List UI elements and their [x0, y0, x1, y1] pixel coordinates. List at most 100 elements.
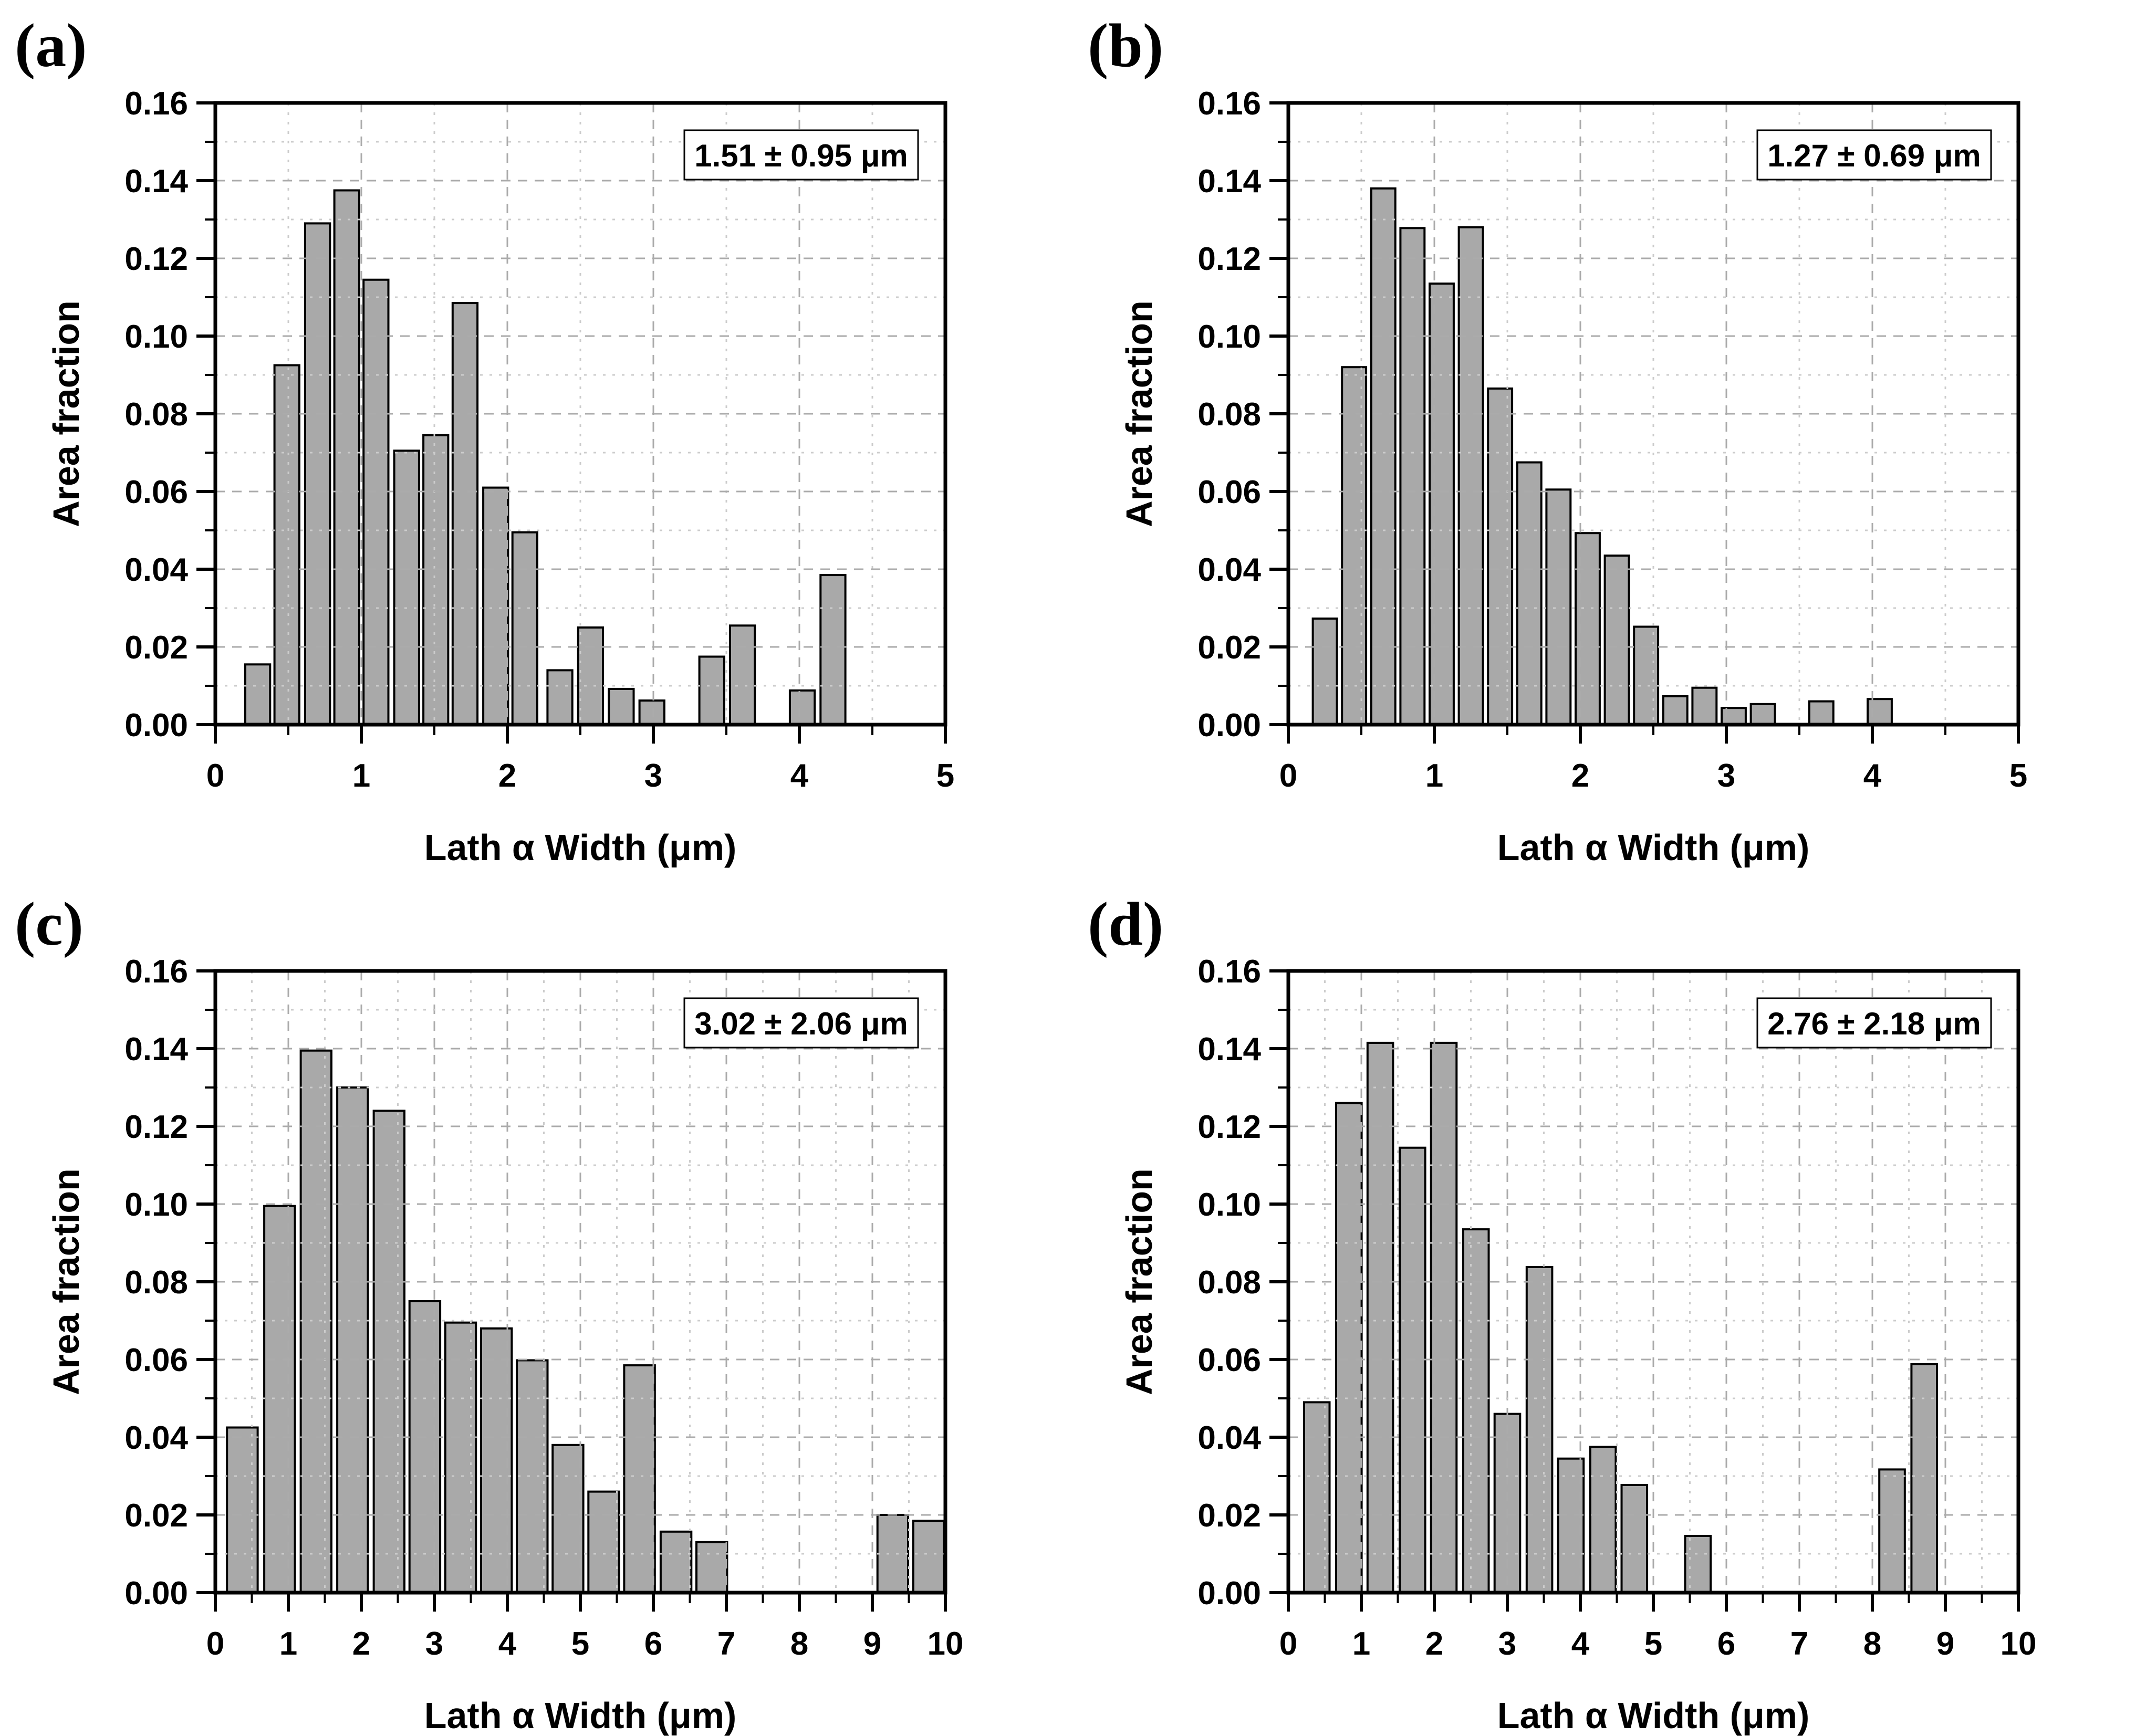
histogram-bar — [362, 278, 390, 726]
bars-group — [226, 1049, 945, 1594]
histogram-bar — [304, 222, 331, 726]
histogram-bar — [819, 574, 847, 726]
histogram-bar — [1430, 1041, 1458, 1594]
histogram-bar — [333, 189, 360, 726]
y-tick-label: 0.16 — [124, 954, 188, 990]
histogram-bar — [244, 663, 272, 726]
y-tick-label: 0.06 — [124, 474, 188, 510]
x-tick-label: 1 — [279, 1626, 297, 1662]
annotation-text: 1.51 ± 0.95 μm — [694, 138, 908, 173]
x-tick-label: 10 — [2001, 1626, 2037, 1662]
histogram-bar — [1516, 461, 1543, 726]
x-tick-label: 9 — [863, 1626, 881, 1662]
histogram-bar — [546, 669, 574, 726]
y-tick-label: 0.00 — [124, 707, 188, 744]
histogram-bar — [263, 1205, 296, 1594]
x-tick-label: 6 — [644, 1626, 662, 1662]
panel-c: (c) 0 1 2 3 4 5 6 7 8 9 10 0.00 0.02 0.04 0.06 0.08 0.10… — [0, 868, 1073, 1736]
x-tick-label: 10 — [928, 1626, 964, 1662]
tick-labels-group: 0 1 2 3 4 5 6 7 8 9 10 0.00 0.02 0.04 0.06 0.08 0.10 0.12… — [1197, 954, 2036, 1662]
histogram-bar — [1749, 703, 1776, 726]
grid-group — [1288, 971, 2018, 1593]
y-tick-label: 0.16 — [124, 86, 188, 122]
histogram-bar — [1603, 555, 1630, 726]
histogram-bar — [1662, 695, 1689, 726]
histogram-bar — [1620, 1484, 1649, 1594]
tick-labels-group: 0 1 2 3 4 5 6 7 8 9 10 0.00 0.02 0.04 0.06 0.08 0.10 0.12… — [124, 954, 963, 1662]
annotation-text: 1.27 ± 0.69 μm — [1767, 138, 1981, 173]
histogram-bar — [1589, 1446, 1617, 1594]
y-tick-label: 0.10 — [124, 1187, 188, 1223]
y-tick-label: 0.06 — [1197, 474, 1261, 510]
histogram-bar — [698, 655, 725, 726]
x-tick-label: 0 — [1279, 758, 1297, 794]
x-tick-label: 3 — [1717, 758, 1735, 794]
ticks-group — [1269, 101, 2020, 744]
y-tick-label: 0.16 — [1197, 954, 1261, 990]
histogram-bar — [695, 1541, 728, 1594]
chart-c-svg: 0 1 2 3 4 5 6 7 8 9 10 0.00 0.02 0.04 0.06 0.08 0.10 0.12… — [46, 954, 963, 1736]
histogram-bar — [1370, 187, 1397, 726]
annotation-box — [683, 997, 919, 1049]
histogram-bar — [1366, 1041, 1394, 1594]
histogram-bar — [1691, 686, 1718, 726]
histogram-bar — [1487, 387, 1514, 726]
histogram-bar — [1311, 618, 1338, 726]
y-tick-label: 0.12 — [124, 241, 188, 277]
y-tick-label: 0.08 — [124, 1264, 188, 1301]
chart-d-svg: 0 1 2 3 4 5 6 7 8 9 10 0.00 0.02 0.04 0.06 0.08 0.10 0.12… — [1119, 954, 2036, 1736]
panel-a: (a) 0 1 2 3 4 5 0.00 0.02 0.04 0.06 0.08 0.10 0.12 0.… — [0, 0, 1073, 869]
histogram-bar — [516, 1359, 549, 1594]
bars-group — [1303, 1041, 1939, 1594]
x-axis-title: Lath α Width (μm) — [424, 827, 737, 868]
x-tick-label: 8 — [1863, 1626, 1881, 1662]
histogram-bar — [1867, 698, 1893, 726]
histogram-bar — [482, 486, 509, 726]
x-tick-label: 2 — [1425, 1626, 1443, 1662]
tick-labels-group: 0 1 2 3 4 5 0.00 0.02 0.04 0.06 0.08 0.10 0.12 0.14 0.… — [1197, 86, 2027, 794]
annotation-box — [683, 129, 919, 181]
bars-group — [244, 189, 847, 726]
x-tick-label: 0 — [1279, 1626, 1297, 1662]
y-tick-label: 0.04 — [1197, 552, 1261, 588]
histogram-bar — [372, 1110, 405, 1594]
histogram-bar — [623, 1364, 656, 1594]
grid-group — [215, 103, 945, 725]
x-tick-label: 2 — [498, 758, 516, 794]
y-tick-label: 0.08 — [124, 396, 188, 433]
y-tick-label: 0.04 — [124, 552, 188, 588]
ticks-group — [1269, 969, 2020, 1612]
x-tick-label: 4 — [1863, 758, 1882, 794]
panel-c-letter: (c) — [15, 890, 84, 958]
histogram-bar — [1341, 366, 1368, 726]
x-tick-label: 3 — [644, 758, 662, 794]
y-axis-title: Area fraction — [46, 1168, 87, 1395]
y-tick-label: 0.12 — [1197, 1109, 1261, 1145]
x-tick-label: 1 — [1425, 758, 1443, 794]
histogram-bar — [1557, 1457, 1585, 1594]
histogram-bar — [728, 624, 756, 726]
y-axis-title: Area fraction — [46, 300, 87, 527]
y-tick-label: 0.10 — [1197, 319, 1261, 355]
x-tick-label: 6 — [1717, 1626, 1735, 1662]
histogram-bar — [1429, 283, 1455, 726]
x-tick-label: 1 — [1352, 1626, 1370, 1662]
y-tick-label: 0.00 — [124, 1575, 188, 1612]
x-tick-label: 7 — [717, 1626, 735, 1662]
panel-b-letter: (b) — [1088, 11, 1164, 80]
histogram-bar — [1335, 1102, 1363, 1594]
histogram-bar — [1303, 1401, 1331, 1594]
histogram-bar — [1545, 488, 1572, 726]
histogram-bar — [408, 1300, 442, 1594]
annotation-text: 2.76 ± 2.18 μm — [1767, 1006, 1981, 1041]
histogram-bar — [608, 687, 635, 726]
histogram-bar — [226, 1426, 259, 1594]
histogram-bar — [659, 1530, 693, 1594]
y-tick-label: 0.10 — [124, 319, 188, 355]
grid-group — [215, 971, 945, 1593]
y-tick-label: 0.14 — [124, 1031, 188, 1068]
y-tick-label: 0.16 — [1197, 86, 1261, 122]
tick-labels-group: 0 1 2 3 4 5 0.00 0.02 0.04 0.06 0.08 0.10 0.12 0.14 0.… — [124, 86, 954, 794]
y-tick-label: 0.02 — [1197, 1498, 1261, 1534]
